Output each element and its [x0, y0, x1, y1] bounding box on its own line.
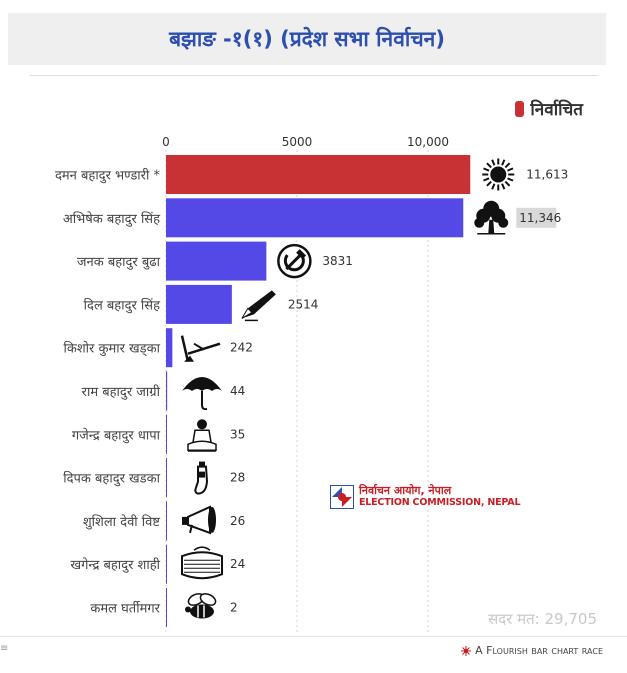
- umbrella-icon: [182, 377, 222, 411]
- bar: [166, 241, 267, 281]
- hammer-sickle-icon: [277, 243, 312, 279]
- candidate-label: शुशिला देवी विष्ट: [83, 514, 161, 530]
- value-label: 242: [230, 341, 253, 355]
- election-commission-emblem: [330, 485, 354, 509]
- x-tick-label: 10,000: [407, 135, 449, 149]
- value-label: 2514: [288, 297, 319, 311]
- value-label: 26: [230, 514, 245, 528]
- candidate-label: दिपक बहादुर खडका: [63, 471, 160, 487]
- seated-person-icon: [187, 419, 217, 452]
- bar: [166, 588, 167, 627]
- candidate-label: दमन बहादुर भण्डारी *: [55, 168, 161, 184]
- value-label: 11,613: [526, 168, 568, 182]
- candidate-label: अभिषेक बहादुर सिंह: [63, 211, 161, 227]
- value-label: 2: [230, 601, 238, 615]
- footer-divider: [0, 636, 627, 637]
- candidate-label: जनक बहादुर बुढा: [77, 255, 161, 270]
- value-label-highlight: [516, 207, 557, 228]
- bar: [166, 284, 232, 324]
- flourish-credit[interactable]: A Flourish bar chart race: [461, 644, 603, 657]
- megaphone-icon: [182, 505, 216, 535]
- candidate-label: दिल बहादुर सिंह: [84, 297, 161, 313]
- bar: [166, 414, 167, 454]
- bar: [166, 371, 168, 411]
- candidate-label: राम बहादुर जाग्री: [82, 384, 161, 400]
- bar: [166, 458, 167, 498]
- value-label: 11,346: [519, 211, 561, 225]
- sun-icon: [482, 158, 515, 191]
- legend: निर्वाचित: [515, 97, 583, 120]
- footer-menu-glyph[interactable]: ≡: [0, 643, 9, 654]
- bar-chart: 0 5000 10,000 दमन बहादुर भण्डारी * 11,613 अभि…: [55, 135, 568, 632]
- value-label: 44: [230, 384, 245, 398]
- bar: [166, 544, 167, 584]
- flourish-icon: [461, 645, 472, 656]
- bar: [166, 328, 173, 368]
- ec-name-nepali: निर्वाचन आयोग, नेपाल: [359, 484, 452, 498]
- bee-icon: [185, 593, 217, 619]
- bar: [166, 501, 167, 541]
- legend-label: निर्वाचित: [530, 100, 583, 120]
- value-label: 35: [230, 427, 245, 441]
- tree-icon: [474, 200, 509, 235]
- x-tick-label: 5000: [282, 135, 313, 149]
- x-tick-label: 0: [162, 135, 170, 149]
- bar: [166, 198, 464, 238]
- candidate-label: किशोर कुमार खड्का: [63, 341, 160, 357]
- ec-name-english: ELECTION COMMISSION, NEPAL: [359, 496, 521, 508]
- flourish-credit-text: A Flourish bar chart race: [475, 644, 603, 657]
- value-label: 24: [230, 557, 245, 571]
- pen-icon: [241, 290, 276, 322]
- legend-swatch: [515, 100, 525, 117]
- title-box: बझाङ -१(१) (प्रदेश सभा निर्वाचन): [8, 13, 606, 65]
- candidate-label: गजेन्द्र बहादुर धापा: [72, 427, 161, 443]
- bottle-icon: [194, 461, 209, 495]
- candidate-label: कमल घर्तीमगर: [90, 601, 160, 617]
- bar: [166, 155, 471, 194]
- total-votes: सदर मत: 29,705: [488, 610, 597, 628]
- candidate-label: खगेन्द्र बहादुर शाही: [70, 557, 160, 573]
- election-commission-logo: निर्वाचन आयोग, नेपाल ELECTION COMMISSION…: [330, 484, 521, 509]
- plough-icon: [180, 335, 221, 362]
- title-divider: [30, 75, 598, 76]
- value-label: 28: [230, 471, 245, 485]
- value-label: 3831: [322, 254, 353, 268]
- page-title: बझाङ -१(१) (प्रदेश सभा निर्वाचन): [169, 27, 445, 51]
- drum-icon: [181, 546, 223, 580]
